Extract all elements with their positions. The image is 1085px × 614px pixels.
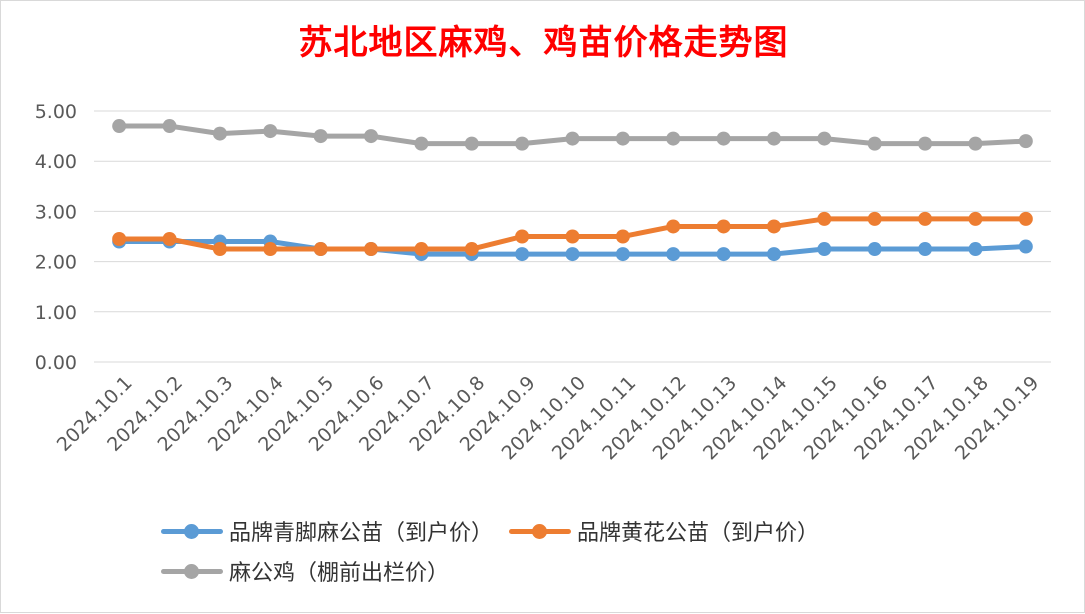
data-point-s1-18: [1018, 239, 1033, 254]
data-point-s3-12: [716, 131, 731, 146]
data-point-s3-14: [817, 131, 832, 146]
data-point-s3-1: [162, 119, 177, 134]
data-point-s3-8: [515, 136, 530, 151]
y-tick-label-1: 1.00: [35, 302, 77, 324]
data-point-s2-1: [162, 232, 177, 247]
legend-label-series-3: 麻公鸡（棚前出栏价）: [229, 561, 450, 586]
data-point-s3-0: [112, 119, 127, 134]
data-point-s1-13: [766, 247, 781, 262]
data-point-s3-17: [968, 136, 983, 151]
data-point-s1-9: [565, 247, 580, 262]
data-point-s3-2: [212, 126, 227, 141]
legend-marker-series-3: [184, 564, 199, 579]
data-point-s1-16: [918, 242, 933, 257]
data-point-s2-15: [867, 211, 882, 226]
y-tick-label-4: 4.00: [35, 151, 77, 173]
data-point-s3-18: [1018, 134, 1033, 149]
data-point-s1-11: [666, 247, 681, 262]
data-point-s1-12: [716, 247, 731, 262]
data-point-s2-12: [716, 219, 731, 234]
data-point-s3-15: [867, 136, 882, 151]
data-point-s1-10: [615, 247, 630, 262]
data-point-s2-13: [766, 219, 781, 234]
data-point-s2-4: [313, 242, 328, 257]
data-point-s3-5: [364, 129, 379, 144]
legend-marker-series-2: [532, 524, 548, 539]
legend-item-series-3: 麻公鸡（棚前出栏价）: [161, 555, 449, 587]
data-point-s2-14: [817, 211, 832, 226]
y-tick-label-5: 5.00: [35, 101, 77, 123]
legend-row-2: 麻公鸡（棚前出栏价）: [161, 551, 961, 591]
data-point-s2-18: [1018, 211, 1033, 226]
legend-item-series-1: 品牌青脚麻公苗（到户价）: [161, 515, 493, 547]
legend: 品牌青脚麻公苗（到户价） 品牌黄花公苗（到户价） 麻公鸡（棚前出栏价）: [161, 511, 961, 591]
data-point-s3-16: [918, 136, 933, 151]
data-point-s3-10: [615, 131, 630, 146]
data-point-s2-6: [414, 242, 429, 257]
data-point-s2-17: [968, 211, 983, 226]
data-point-s1-14: [817, 242, 832, 257]
data-point-s2-2: [212, 242, 227, 257]
data-point-s3-3: [263, 124, 278, 139]
data-point-s2-0: [112, 232, 127, 247]
data-point-s1-17: [968, 242, 983, 257]
data-point-s1-15: [867, 242, 882, 257]
legend-swatch-series-1: [161, 524, 223, 539]
y-tick-label-2: 2.00: [35, 252, 77, 274]
data-point-s3-6: [414, 136, 429, 151]
data-point-s2-9: [565, 229, 580, 244]
chart-title: 苏北地区麻鸡、鸡苗价格走势图: [298, 23, 789, 63]
data-point-s3-13: [766, 131, 781, 146]
data-point-s1-8: [515, 247, 530, 262]
legend-label-series-1: 品牌青脚麻公苗（到户价）: [229, 521, 494, 546]
data-point-s2-5: [364, 242, 379, 257]
data-point-s2-11: [666, 219, 681, 234]
data-point-s3-11: [666, 131, 681, 146]
legend-swatch-series-3: [161, 564, 223, 579]
data-point-s2-8: [515, 229, 530, 244]
legend-marker-series-1: [184, 524, 199, 539]
data-point-s2-10: [615, 229, 630, 244]
y-tick-label-3: 3.00: [35, 201, 77, 223]
data-point-s2-3: [263, 242, 278, 257]
y-tick-label-0: 0.00: [35, 352, 77, 374]
legend-label-series-2: 品牌黄花公苗（到户价）: [577, 521, 820, 546]
data-point-s3-7: [464, 136, 479, 151]
data-point-s3-9: [565, 131, 580, 146]
legend-swatch-series-2: [509, 524, 572, 539]
data-point-s2-16: [918, 211, 933, 226]
legend-item-series-2: 品牌黄花公苗（到户价）: [509, 515, 819, 547]
data-point-s3-4: [313, 129, 328, 144]
data-point-s2-7: [464, 242, 479, 257]
legend-row-1: 品牌青脚麻公苗（到户价） 品牌黄花公苗（到户价）: [161, 511, 961, 551]
